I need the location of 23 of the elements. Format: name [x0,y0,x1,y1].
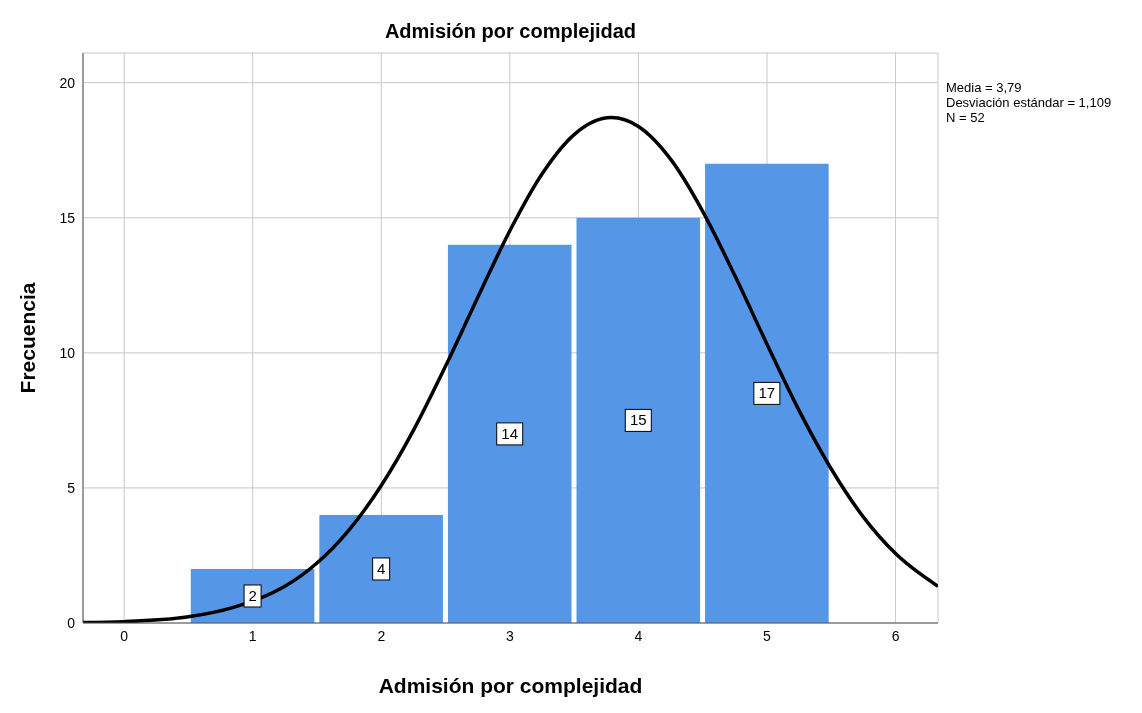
x-tick-label: 0 [120,627,129,644]
y-axis-title: Frecuencia [16,282,40,394]
data-label: 4 [376,559,386,577]
data-label: 17 [758,384,776,402]
x-tick-label: 6 [891,627,900,644]
x-tick-label: 2 [377,627,386,644]
x-tick-label: 1 [248,627,257,644]
y-tick-label: 0 [67,614,76,631]
y-tick-label: 15 [59,209,76,226]
data-label: 2 [248,586,257,604]
data-label: 14 [501,424,519,442]
x-tick-label: 4 [634,627,643,644]
x-tick-label: 3 [505,627,514,644]
text: Media = 3,79 [946,80,1023,95]
data-label: 15 [629,411,647,429]
text: Desviación estándar = 1,109 [946,95,1112,110]
text: N = 52 [946,110,986,125]
x-tick-label: 5 [763,627,772,644]
x-axis-title: Admisión por complejidad [378,674,643,697]
y-tick-label: 5 [67,479,76,496]
y-tick-label: 10 [59,344,76,361]
y-tick-label: 20 [59,74,76,91]
chart-title: Admisión por complejidad [383,20,638,43]
